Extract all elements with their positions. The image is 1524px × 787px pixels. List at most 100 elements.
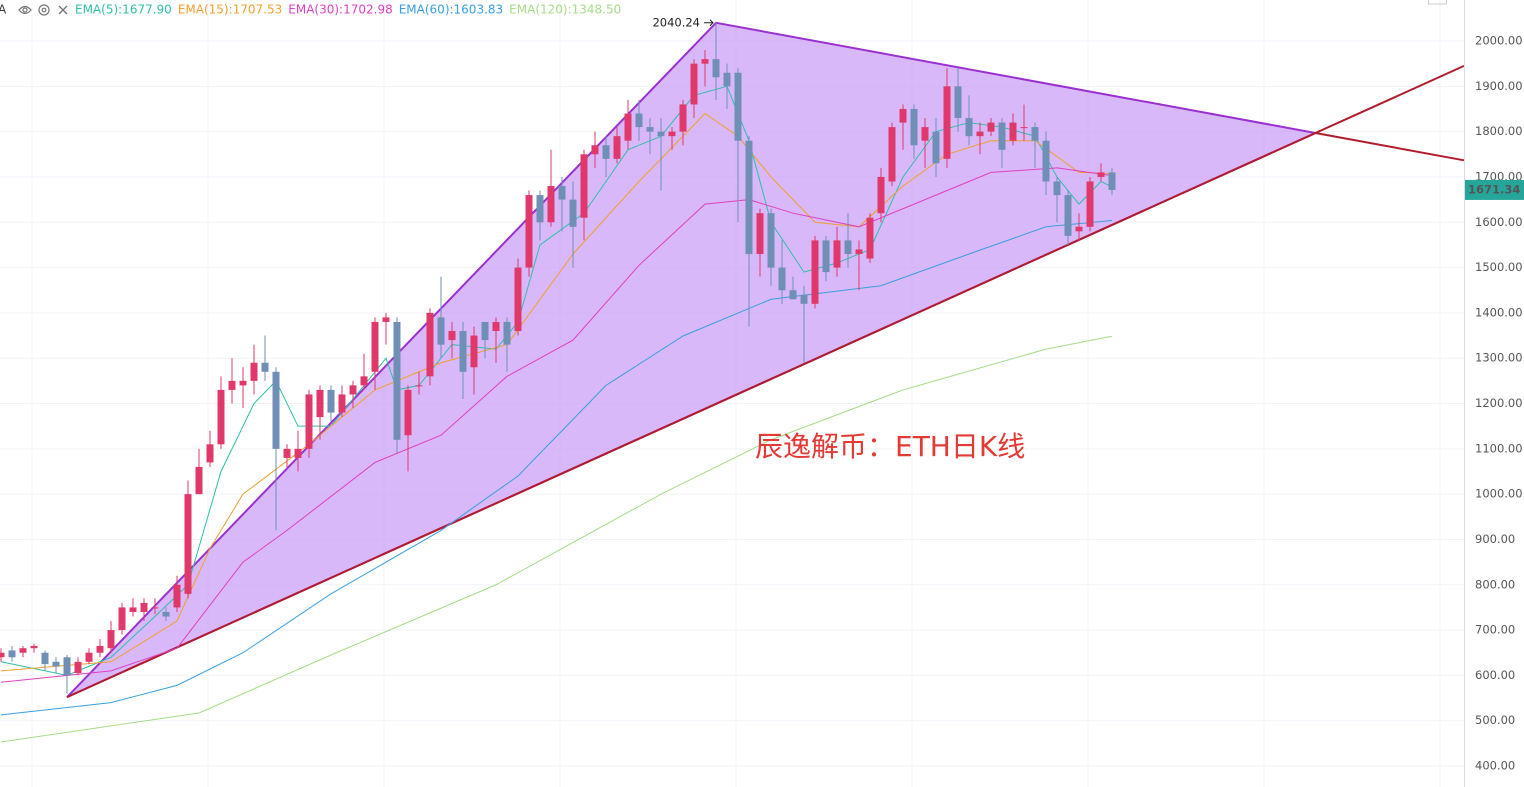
y-tick-label: 1600.00: [1475, 215, 1523, 229]
resistance-line: [1315, 132, 1465, 162]
candle-body: [426, 312, 434, 377]
candle-body: [635, 113, 643, 128]
candle-body: [349, 385, 357, 395]
candle-body: [921, 127, 929, 141]
candle-body: [657, 131, 665, 137]
candle-body: [943, 86, 951, 159]
candle-body: [536, 195, 544, 223]
high-label: 2040.24: [652, 15, 700, 29]
y-tick-label: 900.00: [1475, 532, 1515, 546]
candle-body: [404, 389, 412, 436]
candle-body: [525, 195, 533, 268]
candle-body: [327, 389, 335, 413]
legend-entry: EMA(15):1707.53: [178, 3, 282, 17]
candle-body: [580, 154, 588, 218]
eye-icon[interactable]: [18, 5, 32, 15]
candle-body: [1086, 181, 1094, 227]
candle-body: [668, 131, 676, 137]
candle-body: [338, 394, 346, 413]
candle-body: [558, 186, 566, 200]
candle-body: [415, 385, 423, 387]
candle-body: [1108, 172, 1116, 190]
candle-body: [283, 448, 291, 458]
indicator-label: A: [0, 3, 7, 17]
candle-body: [800, 294, 808, 304]
candle-body: [976, 131, 984, 137]
candle-body: [1009, 122, 1017, 141]
y-tick-label: 1300.00: [1475, 351, 1523, 365]
candle-body: [85, 652, 93, 662]
candle-body: [910, 108, 918, 146]
candle-body: [1042, 140, 1050, 182]
candle-body: [965, 118, 973, 137]
candle-body: [602, 145, 610, 159]
candle-body: [162, 611, 170, 617]
candle-body: [646, 127, 654, 132]
y-tick-label: 1800.00: [1475, 124, 1523, 138]
y-tick-label: 800.00: [1475, 577, 1515, 591]
y-tick-label: 1100.00: [1475, 441, 1523, 455]
ema-line: [0, 220, 1113, 716]
candle-body: [382, 317, 390, 322]
support-line: [66, 64, 1465, 699]
candle-body: [712, 59, 720, 78]
candle-body: [239, 380, 247, 386]
candle-body: [1075, 226, 1083, 232]
candle-body: [888, 127, 896, 182]
last-price-tag: [1465, 179, 1524, 200]
price-axis: 400.00 500.00 600.00 700.00 800.00 900.00 1000…: [1464, 0, 1524, 787]
candle-body: [690, 63, 698, 105]
candle-body: [1053, 181, 1061, 196]
candle-body: [756, 213, 764, 254]
candle-body: [19, 648, 27, 653]
y-tick-label: 2000.00: [1475, 34, 1523, 48]
candle-body: [217, 389, 225, 445]
candle-body: [184, 494, 192, 594]
y-tick-label: 1900.00: [1475, 79, 1523, 93]
candle-body: [1064, 195, 1072, 236]
candle-body: [701, 59, 709, 64]
legend-entry: EMA(120):1348.50: [509, 3, 621, 17]
candle-body: [195, 466, 203, 495]
candle-body: [1031, 127, 1039, 141]
settings-icon[interactable]: [38, 4, 50, 16]
y-tick-label: 1400.00: [1475, 305, 1523, 319]
candle-body: [1097, 172, 1105, 177]
candle-body: [778, 267, 786, 291]
candle-body: [129, 607, 137, 612]
y-tick-label: 700.00: [1475, 623, 1515, 637]
candle-body: [1020, 127, 1028, 129]
y-tick-label: 400.00: [1475, 759, 1515, 773]
legend-entry: EMA(5):1677.90: [75, 3, 172, 17]
candle-body: [492, 321, 500, 332]
legend-toolbar: A EMA(5):1677.90 EMA(15):1707.53 EMA(30):1…: [0, 3, 621, 17]
candle-body: [866, 217, 874, 259]
candle-body: [822, 240, 830, 273]
candle-body: [305, 394, 313, 449]
watermark: 辰逸解币：ETH日K线: [755, 430, 1025, 463]
candle-body: [481, 321, 489, 341]
candle-body: [723, 72, 731, 87]
candle-body: [437, 317, 445, 345]
candle-body: [987, 122, 995, 132]
legend-entry: EMA(30):1702.98: [288, 3, 392, 17]
candle-body: [261, 362, 269, 372]
candle-body: [954, 86, 962, 119]
candle-body: [811, 240, 819, 304]
y-tick-label: 500.00: [1475, 713, 1515, 727]
panel-button[interactable]: [1428, 0, 1447, 5]
candle-body: [855, 249, 863, 254]
close-icon[interactable]: [58, 5, 68, 15]
candle-body: [41, 652, 49, 665]
plot-area: 2040.24: [0, 15, 1465, 743]
candle-body: [591, 145, 599, 155]
candle-body: [118, 607, 126, 631]
candle-body: [569, 199, 577, 227]
candle-body: [272, 371, 280, 449]
candle-body: [228, 380, 236, 390]
candle-body: [316, 389, 324, 418]
axis-background: [1464, 0, 1524, 787]
candle-body: [173, 584, 181, 608]
candle-body: [877, 176, 885, 214]
y-tick-label: 1200.00: [1475, 396, 1523, 410]
